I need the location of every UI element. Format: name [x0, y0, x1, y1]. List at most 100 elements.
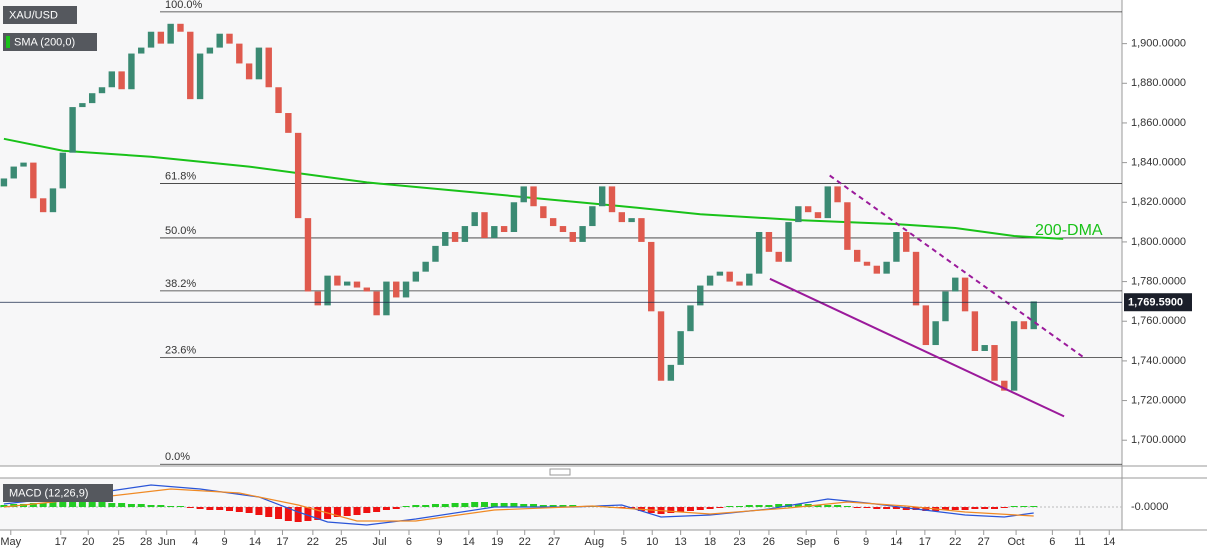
histogram-bar	[677, 507, 685, 512]
histogram-bar	[559, 505, 567, 507]
histogram-bar	[736, 506, 743, 507]
histogram-bar	[981, 507, 989, 509]
candle	[687, 305, 694, 332]
histogram-bar	[961, 507, 969, 510]
candle	[108, 71, 116, 88]
histogram-bar	[824, 505, 832, 507]
candle	[412, 271, 420, 282]
candle	[785, 222, 792, 262]
candle	[628, 218, 635, 223]
histogram-bar	[1030, 506, 1038, 507]
candle	[1020, 321, 1028, 330]
candle	[79, 103, 86, 108]
x-tick-label: Jun	[158, 536, 176, 548]
macd-line	[3, 488, 1034, 522]
histogram-bar	[88, 502, 96, 507]
candle	[20, 162, 27, 167]
x-tick-label: 25	[335, 536, 347, 548]
histogram-bar	[69, 501, 77, 507]
histogram-bar	[461, 503, 469, 507]
histogram-bar	[147, 505, 155, 507]
splitter-handle[interactable]	[549, 468, 571, 476]
x-tick-label: 5	[621, 536, 627, 548]
candle	[255, 47, 263, 80]
x-tick-label: 13	[675, 536, 687, 548]
candle	[981, 345, 988, 351]
y-tick-label: 1,800.0000	[1131, 236, 1186, 248]
histogram-bar	[353, 507, 361, 515]
histogram-bar	[255, 507, 263, 515]
candle	[853, 249, 861, 262]
x-tick-label: 9	[863, 536, 869, 548]
fib-label: 0.0%	[165, 451, 190, 463]
x-tick-label: 26	[763, 536, 775, 548]
histogram-bar	[441, 504, 449, 507]
candle	[314, 291, 321, 306]
candle	[569, 232, 576, 242]
candle	[598, 186, 606, 207]
candle	[971, 311, 979, 351]
histogram-bar	[922, 507, 930, 511]
x-tick-label: 14	[463, 536, 475, 548]
candle	[353, 281, 361, 288]
x-tick-label: 6	[1049, 536, 1055, 548]
x-tick-label: 28	[140, 536, 152, 548]
candle	[216, 33, 223, 48]
candle	[0, 178, 8, 187]
candle	[549, 218, 557, 227]
x-tick-label: 9	[436, 536, 442, 548]
candle	[942, 291, 949, 322]
candle	[451, 232, 459, 242]
histogram-bar	[500, 503, 508, 507]
candle	[177, 23, 184, 32]
x-tick-label: May	[0, 536, 21, 548]
histogram-bar	[226, 507, 233, 511]
current-price-label: 1,769.5900	[1128, 297, 1183, 309]
histogram-bar	[108, 503, 116, 507]
annotation: 200-DMA	[1035, 222, 1103, 239]
indicator-box	[3, 33, 97, 51]
histogram-bar	[755, 505, 763, 507]
candle	[59, 152, 66, 189]
x-tick-label: 14	[890, 536, 902, 548]
histogram-bar	[167, 506, 175, 507]
y-tick-label: 1,820.0000	[1131, 196, 1186, 208]
candle	[432, 245, 439, 262]
histogram-bar	[382, 507, 390, 510]
x-tick-label: 10	[646, 536, 658, 548]
candle	[245, 63, 253, 80]
candle	[49, 188, 57, 213]
histogram-bar	[451, 503, 459, 507]
x-tick-label: 4	[192, 536, 198, 548]
candle	[304, 218, 312, 292]
x-tick-label: 6	[406, 536, 412, 548]
candle	[402, 281, 410, 298]
histogram-bar	[343, 507, 351, 516]
current-price-box	[1124, 293, 1192, 312]
x-tick-label: Sep	[796, 536, 816, 548]
candle	[755, 232, 763, 274]
candle	[795, 206, 802, 223]
candle	[30, 162, 37, 199]
histogram-bar	[539, 505, 547, 507]
histogram-bar	[775, 504, 783, 507]
x-tick-label: Oct	[1008, 536, 1025, 548]
histogram-bar	[29, 503, 37, 507]
x-tick-label: 17	[276, 536, 288, 548]
histogram-bar	[392, 507, 400, 509]
candle	[893, 232, 900, 262]
y-tick-label: 1,700.0000	[1131, 434, 1186, 446]
candle	[814, 212, 822, 219]
histogram-bar	[883, 507, 891, 509]
histogram-bar	[991, 507, 998, 509]
candle	[1030, 301, 1037, 330]
histogram-bar	[853, 507, 861, 508]
fib-label: 38.2%	[165, 278, 196, 290]
candle	[746, 273, 753, 286]
candle	[334, 275, 341, 286]
histogram-bar	[294, 507, 302, 522]
candle	[88, 93, 96, 104]
candle	[726, 271, 733, 282]
histogram-bar	[520, 504, 528, 507]
candle	[167, 23, 174, 44]
